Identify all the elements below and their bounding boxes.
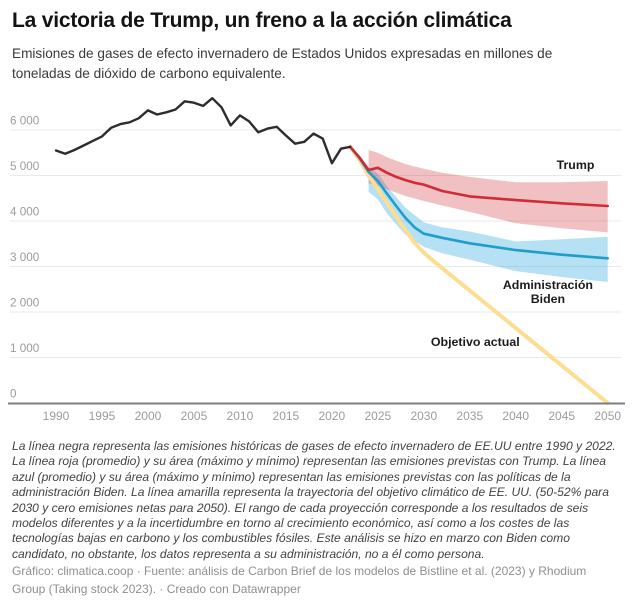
x-tick-labels: 1990 1995 2000 2005 2010 2015 2020 2025 2030 2035…	[43, 409, 622, 423]
x-tick-label: 2015	[273, 409, 300, 423]
y-tick-label: 6 000	[10, 115, 40, 128]
x-tick-label: 2000	[135, 409, 162, 423]
y-tick-label: 2 000	[10, 297, 40, 310]
biden-line	[348, 145, 609, 260]
historico-line	[54, 97, 352, 165]
y-tick-label: 5 000	[10, 160, 40, 173]
y-tick-label: 0	[10, 388, 17, 401]
grid: 0 1 000 2 000 3 000 4 000 5 000 6 000	[10, 115, 621, 401]
y-tick-label: 3 000	[10, 251, 40, 264]
x-tick-label: 2035	[456, 409, 483, 423]
x-tick-label: 1990	[43, 409, 70, 423]
series-label: Trump	[556, 158, 595, 173]
trump-line	[348, 145, 609, 208]
series-lines	[54, 97, 610, 405]
x-tick-label: 2030	[410, 409, 437, 423]
chart-subtitle: Emisiones de gases de efecto invernadero…	[12, 46, 553, 81]
chart-title: La victoria de Trump, un freno a la acci…	[12, 9, 512, 32]
x-tick-label: 2050	[594, 409, 621, 423]
series-label: Administración Biden	[502, 278, 594, 307]
x-tick-label: 2005	[181, 409, 208, 423]
series-label: Objetivo actual	[430, 335, 520, 350]
emissions-line-chart: 0 1 000 2 000 3 000 4 000 5 000 6 000 1990 1995 2…	[8, 97, 625, 423]
x-tick-label: 2040	[502, 409, 529, 423]
y-tick-label: 4 000	[10, 206, 40, 219]
x-tick-label: 1995	[89, 409, 116, 423]
x-tick-label: 2025	[364, 409, 391, 423]
x-tick-label: 2020	[318, 409, 345, 423]
y-tick-label: 1 000	[10, 342, 40, 355]
x-tick-label: 2045	[548, 409, 575, 423]
trump-band	[368, 150, 608, 233]
chart-credit: Gráfico: climatica.coop · Fuente: anális…	[12, 564, 587, 596]
objetivo-line	[348, 144, 610, 405]
chart-notes: La línea negra representa las emisiones …	[12, 439, 616, 561]
x-tick-label: 2010	[227, 409, 254, 423]
